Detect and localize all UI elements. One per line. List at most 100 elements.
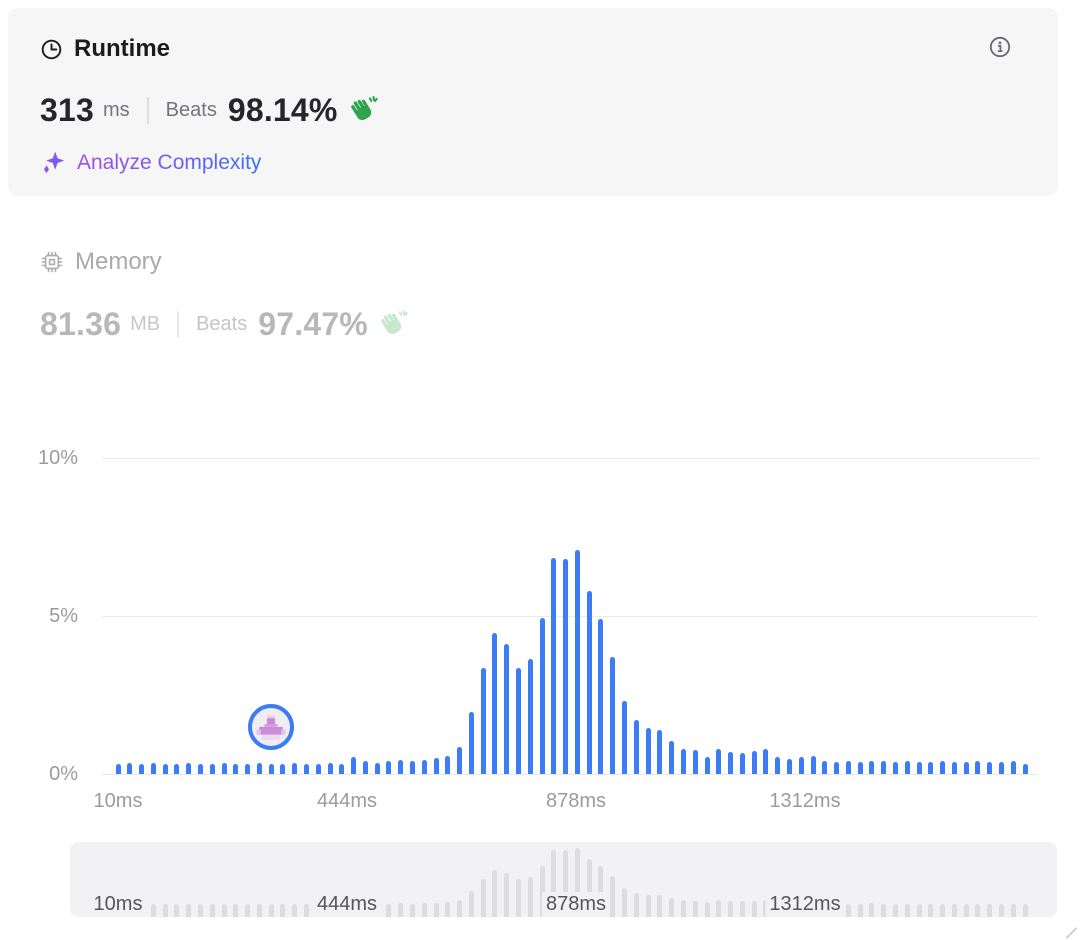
distribution-bar[interactable] [115, 763, 121, 774]
distribution-bar[interactable] [303, 763, 309, 774]
sparkle-icon [40, 150, 66, 176]
memory-toggle-header[interactable]: Memory [40, 248, 162, 276]
mini-bar [728, 901, 734, 917]
mini-bar [751, 901, 757, 917]
distribution-bar[interactable] [810, 756, 816, 774]
distribution-bar[interactable] [999, 762, 1004, 774]
user-runtime-marker[interactable] [248, 704, 295, 750]
distribution-bar[interactable] [527, 658, 533, 774]
distribution-bar[interactable] [610, 657, 616, 774]
distribution-bar[interactable] [622, 701, 628, 774]
memory-stats-row[interactable]: 81.36 MB Beats 97.47% [40, 306, 409, 343]
distribution-bar[interactable] [410, 761, 415, 774]
distribution-bar[interactable] [869, 760, 875, 774]
distribution-bar[interactable] [798, 757, 804, 774]
distribution-bar[interactable] [716, 749, 722, 774]
distribution-bar[interactable] [940, 761, 946, 774]
distribution-bar[interactable] [339, 763, 345, 774]
distribution-bar[interactable] [563, 559, 569, 774]
distribution-bar[interactable] [739, 752, 745, 774]
distribution-bar[interactable] [692, 750, 698, 774]
runtime-value: 313 [40, 92, 94, 128]
memory-unit: MB [130, 313, 161, 335]
distribution-bar[interactable] [633, 720, 639, 774]
distribution-bar[interactable] [197, 763, 203, 774]
info-icon[interactable] [988, 35, 1012, 59]
distribution-bar[interactable] [445, 755, 451, 774]
distribution-bar[interactable] [551, 557, 557, 774]
runtime-summary-card[interactable]: Runtime 313 ms Beats 98.14% [8, 8, 1058, 196]
analyze-complexity-link[interactable]: Analyze Complexity [40, 150, 261, 176]
distribution-bar[interactable] [763, 749, 769, 774]
distribution-bar[interactable] [292, 762, 298, 774]
distribution-bar[interactable] [457, 747, 463, 774]
distribution-bar[interactable] [857, 762, 863, 774]
distribution-bar[interactable] [892, 762, 898, 774]
distribution-bar[interactable] [162, 763, 168, 774]
distribution-bar[interactable] [421, 759, 427, 774]
distribution-bar[interactable] [822, 761, 828, 774]
distribution-bar[interactable] [834, 762, 840, 774]
distribution-bar[interactable] [256, 762, 262, 774]
distribution-bar[interactable] [845, 761, 851, 774]
distribution-bar[interactable] [362, 761, 368, 774]
distribution-bar[interactable] [186, 762, 192, 774]
runtime-card-header: Runtime [40, 35, 170, 63]
distribution-bar[interactable] [1010, 761, 1016, 774]
distribution-bar[interactable] [904, 761, 910, 774]
mini-bar [999, 904, 1004, 917]
distribution-bar[interactable] [975, 761, 981, 774]
distribution-bar[interactable] [680, 748, 686, 774]
distribution-bar[interactable] [586, 590, 592, 774]
distribution-bar[interactable] [539, 617, 545, 774]
distribution-bar[interactable] [916, 762, 922, 774]
distribution-bar[interactable] [433, 758, 439, 774]
distribution-bar[interactable] [987, 762, 993, 774]
mini-bar [421, 903, 427, 917]
resize-grip[interactable] [1065, 926, 1078, 940]
chart-navigator-brush[interactable]: 10ms 444ms 878ms 1312ms [70, 842, 1057, 917]
distribution-bar[interactable] [480, 668, 486, 774]
mini-bar [150, 904, 156, 917]
distribution-bar[interactable] [374, 762, 380, 774]
mini-bar [221, 904, 227, 917]
distribution-bar[interactable] [139, 763, 145, 774]
distribution-bar[interactable] [751, 751, 757, 774]
distribution-bar[interactable] [150, 762, 156, 774]
distribution-bar[interactable] [398, 759, 404, 774]
distribution-bar[interactable] [775, 757, 781, 774]
distribution-bar[interactable] [951, 762, 957, 774]
distribution-bar[interactable] [386, 761, 392, 774]
distribution-bar[interactable] [645, 728, 651, 774]
distribution-bar[interactable] [280, 763, 286, 774]
distribution-bar[interactable] [351, 756, 357, 774]
distribution-bar[interactable] [574, 549, 580, 774]
mini-bar [951, 904, 957, 917]
runtime-beats-label: Beats [165, 99, 217, 121]
mini-bar [539, 866, 545, 917]
distribution-bar[interactable] [516, 668, 522, 774]
distribution-bar[interactable] [881, 761, 887, 774]
distribution-bar[interactable] [704, 756, 710, 774]
distribution-bar[interactable] [598, 619, 604, 774]
distribution-bar[interactable] [728, 751, 734, 774]
distribution-bar[interactable] [127, 762, 133, 774]
distribution-bar[interactable] [245, 763, 251, 774]
distribution-bar[interactable] [327, 762, 333, 774]
distribution-bar[interactable] [492, 633, 498, 774]
distribution-bar[interactable] [928, 762, 934, 774]
distribution-bar[interactable] [268, 763, 274, 774]
distribution-bar[interactable] [221, 762, 227, 774]
divider [146, 97, 149, 124]
distribution-bar[interactable] [504, 644, 510, 774]
distribution-bar[interactable] [657, 729, 663, 774]
distribution-bar[interactable] [786, 758, 792, 774]
distribution-bar[interactable] [1022, 763, 1028, 774]
distribution-bar[interactable] [963, 762, 969, 774]
distribution-bar[interactable] [174, 763, 180, 774]
distribution-bar[interactable] [315, 763, 321, 774]
distribution-bar[interactable] [669, 740, 675, 774]
distribution-bar[interactable] [468, 712, 474, 774]
distribution-bar[interactable] [233, 763, 239, 774]
distribution-bar[interactable] [209, 763, 215, 774]
